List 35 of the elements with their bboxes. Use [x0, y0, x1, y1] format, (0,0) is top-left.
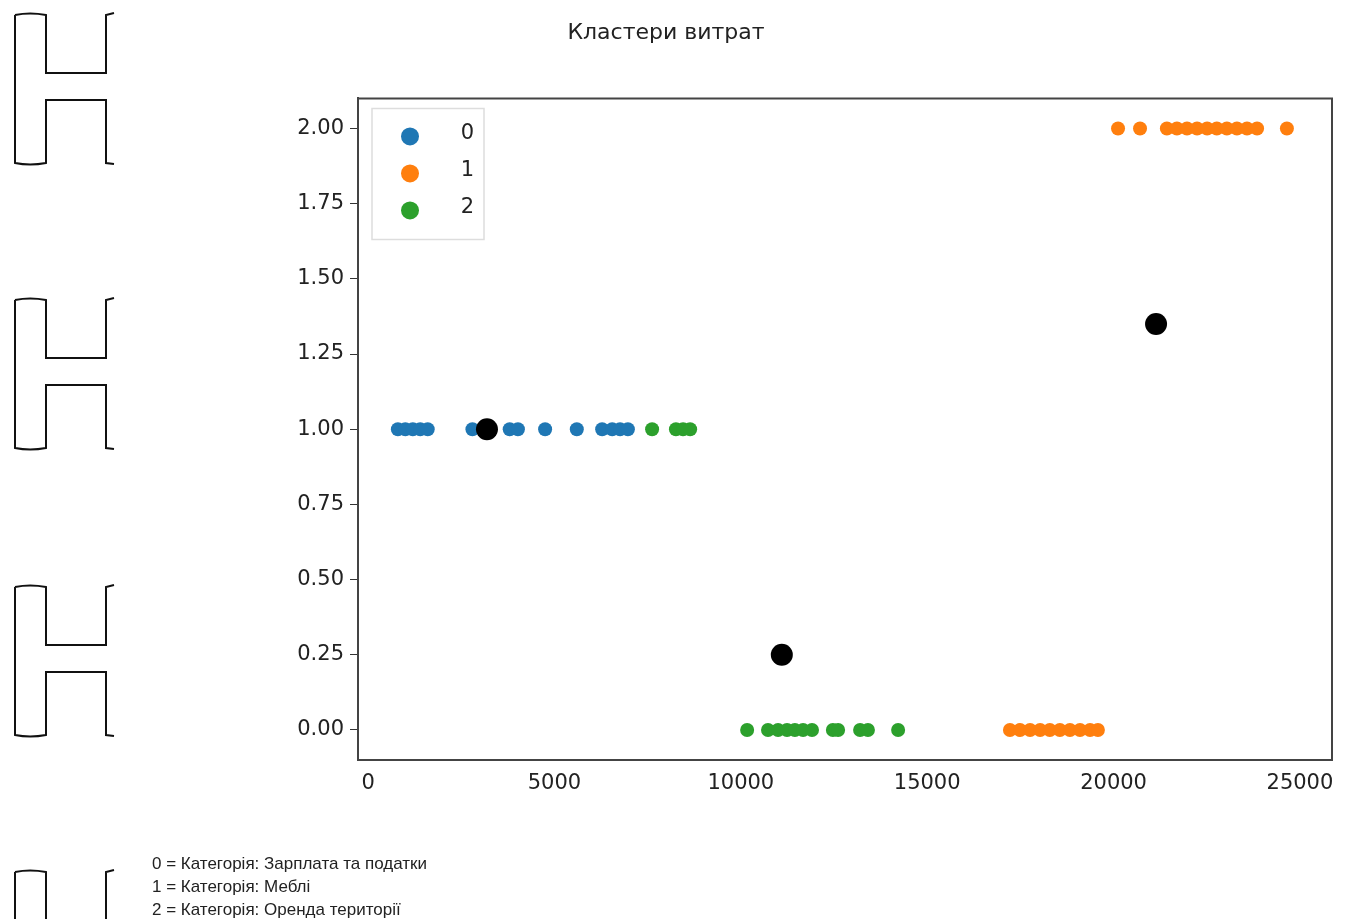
point	[1279, 121, 1294, 136]
legend-label: 0	[460, 119, 474, 144]
point	[569, 422, 584, 437]
point	[1250, 121, 1265, 136]
text: 2 = Категорія: Оренда території	[152, 899, 402, 919]
y-tick-label: 0.00	[297, 716, 344, 741]
x-tick-label: 20000	[1080, 770, 1147, 795]
text: 1 = Категорія: Меблі	[152, 876, 312, 898]
point	[1111, 121, 1126, 136]
x-tick-label: 0	[361, 770, 375, 795]
x-tick-label: 10000	[707, 770, 775, 795]
text: 0 = Категорія: Зарплата та податки	[152, 853, 427, 875]
y-tick-label: 1.75	[297, 190, 344, 215]
point	[1145, 312, 1168, 335]
y-tick-label: 1.25	[297, 340, 344, 365]
point	[891, 722, 906, 737]
point	[770, 643, 793, 666]
point	[740, 722, 755, 737]
y-tick-label: 1.50	[297, 265, 344, 290]
y-tick-label: 0.75	[297, 490, 344, 515]
legend-label: 2	[460, 193, 474, 218]
y-tick-label: 0.50	[297, 566, 344, 591]
x-tick-label: 15000	[893, 770, 961, 795]
chart-title: Кластери витрат	[567, 18, 765, 44]
legend-label: 1	[460, 156, 474, 181]
point	[538, 422, 553, 437]
y-tick-label: 0.25	[297, 641, 344, 666]
point	[475, 418, 498, 441]
x-tick-label: 25000	[1266, 770, 1334, 795]
x-tick-label: 5000	[527, 770, 582, 795]
y-tick-label: 2.00	[297, 114, 344, 139]
point	[805, 722, 820, 737]
point	[1133, 121, 1148, 136]
y-tick-label: 1.00	[297, 415, 344, 440]
point	[645, 422, 660, 437]
